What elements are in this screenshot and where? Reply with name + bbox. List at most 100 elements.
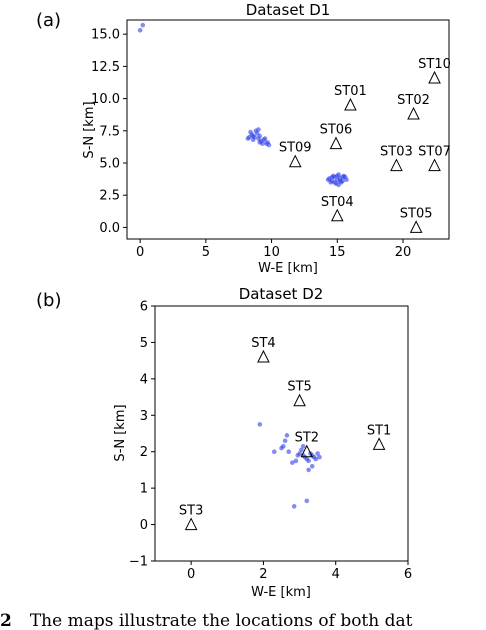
panel-a-station-label: ST01 <box>334 84 367 99</box>
panel-a-ytick-label: 5.0 <box>99 156 120 171</box>
panel-b-event-point <box>291 504 297 509</box>
panel-a-xtick-label: 0 <box>136 245 144 260</box>
panel-a-station-marker <box>390 158 403 172</box>
panel-b-station-marker <box>372 437 386 450</box>
panel-a-xtick-label: 20 <box>395 245 412 260</box>
panel-b-station-label: ST5 <box>287 380 311 395</box>
panel-a-label: (a) <box>36 10 61 31</box>
panel-a-event-point <box>332 180 337 185</box>
panel-b-xtick-label: 2 <box>259 567 267 582</box>
panel-b-event-point <box>290 460 295 465</box>
panel-a-station-label: ST03 <box>380 145 413 160</box>
panel-b-station-label: ST4 <box>251 336 275 351</box>
panel-a-station-label: ST05 <box>400 206 433 221</box>
panel-a-station-marker <box>329 136 343 150</box>
panel-a-ytick-label: 2.5 <box>99 189 120 204</box>
panel-a-ytick-label: 15.0 <box>91 28 120 43</box>
panel-b-event-point <box>281 443 286 449</box>
panel-b-ytick-label: 3 <box>140 409 148 424</box>
panel-a-station-marker <box>344 97 357 111</box>
panel-a-event-point <box>334 173 340 179</box>
panel-a-xlabel: W-E [km] <box>258 261 318 276</box>
panel-b-event-point <box>306 467 311 473</box>
panel-b-ytick-label: 0 <box>140 518 148 533</box>
panel-a-plot: 0 5 10 15 20 0.0 2.5 5.0 7.5 10.0 12.5 15.0 ST01 ST02… <box>91 19 451 260</box>
panel-a-ytick-label: 12.5 <box>91 60 120 75</box>
panel-b-event-point <box>317 454 322 460</box>
panel-b-event-point <box>299 447 304 453</box>
panel-a-event-point <box>140 22 146 28</box>
panel-a-event-point <box>336 182 341 188</box>
panel-a-station-label: ST06 <box>320 123 353 138</box>
panel-b-title: Dataset D2 <box>239 285 324 303</box>
panel-b-event-point <box>304 498 310 504</box>
panel-b-station-marker <box>184 517 198 531</box>
panel-a-station-marker <box>407 106 420 120</box>
panel-b-xlabel: W-E [km] <box>251 585 311 600</box>
panel-b-station-marker <box>293 393 306 407</box>
panel-a-station-label: ST02 <box>397 93 430 108</box>
panel-a-xtick-label: 10 <box>263 245 280 260</box>
panel-b-event-point <box>306 458 311 464</box>
panel-b-ytick-label: 5 <box>140 336 148 351</box>
panel-b-event-point <box>309 463 315 469</box>
panel-a-event-point <box>245 136 251 141</box>
figure-caption: 2 The maps illustrate the locations of bo… <box>0 611 413 630</box>
panel-a-station-marker <box>428 158 441 172</box>
panel-a-event-point <box>344 177 349 183</box>
panel-b-event-point <box>293 458 299 464</box>
panel-a-station-marker <box>428 70 441 84</box>
panel-a-station-marker <box>330 208 344 222</box>
panel-b-label: (b) <box>36 290 61 311</box>
panel-b-ytick-label: 1 <box>140 482 148 497</box>
panel-a-xtick-label: 15 <box>329 245 346 260</box>
panel-b-ytick-label: 4 <box>140 372 148 387</box>
panel-b-station-marker <box>257 349 270 363</box>
panel-a-station-label: ST10 <box>418 57 451 72</box>
figure-canvas: (a) Dataset D1 W-E [km] S-N [km] 0 5 10 15 2… <box>36 1 451 600</box>
panel-b-event-point <box>282 438 288 444</box>
panel-b-xtick-label: 6 <box>404 567 412 582</box>
panel-a-event-point <box>329 174 335 180</box>
panel-b-xtick-label: 4 <box>332 567 340 582</box>
panel-a-title: Dataset D1 <box>246 1 331 19</box>
panel-b-plot: 0 2 4 6 −1 0 1 2 3 4 5 6 ST1 ST2 ST3 ST4 ST5 <box>129 300 412 583</box>
panel-b-ytick-label: 2 <box>140 445 148 460</box>
panel-a-xtick-label: 5 <box>202 245 210 260</box>
panel-b-station-label: ST3 <box>179 504 203 519</box>
panel-b-event-point <box>286 449 292 455</box>
panel-a-axes-frame <box>126 19 450 240</box>
panel-b-xtick-label: 0 <box>187 567 195 582</box>
panel-a-station-label: ST09 <box>279 141 312 156</box>
panel-b-event-point <box>315 451 320 456</box>
panel-b-ylabel: S-N [km] <box>113 404 128 461</box>
panel-a-ytick-label: 7.5 <box>99 124 120 139</box>
panel-a-event-point <box>325 177 331 183</box>
panel-b-event-point <box>257 422 263 427</box>
panel-b-station-marker <box>300 444 314 458</box>
panel-a-station-marker <box>409 220 423 233</box>
panel-a-event-point <box>137 28 143 33</box>
panel-a-event-point <box>250 133 256 139</box>
panel-a-event-point <box>257 140 263 145</box>
panel-a-ytick-label: 10.0 <box>91 92 120 107</box>
panel-b-event-point <box>297 451 302 456</box>
panel-a-station-label: ST04 <box>321 195 354 210</box>
panel-b-event-point <box>271 449 277 455</box>
panel-a-station-marker <box>288 154 302 168</box>
panel-a-event-point <box>248 129 253 135</box>
panel-b-ytick-label: −1 <box>129 555 148 570</box>
panel-b-event-point <box>284 433 290 438</box>
panel-a-event-point <box>265 140 270 145</box>
panel-a-event-point <box>250 137 256 143</box>
panel-b-event-point <box>300 443 306 449</box>
panel-a-event-point <box>256 127 261 132</box>
panel-b-station-label: ST2 <box>295 431 319 446</box>
panel-a-station-label: ST07 <box>418 145 451 160</box>
panel-a-ylabel: S-N [km] <box>82 101 97 158</box>
panel-b-axes-frame <box>154 305 409 562</box>
panel-b-event-point <box>313 456 319 462</box>
panel-a-event-point <box>337 178 343 184</box>
panel-b-station-label: ST1 <box>367 423 391 438</box>
panel-a-event-point <box>262 136 268 141</box>
